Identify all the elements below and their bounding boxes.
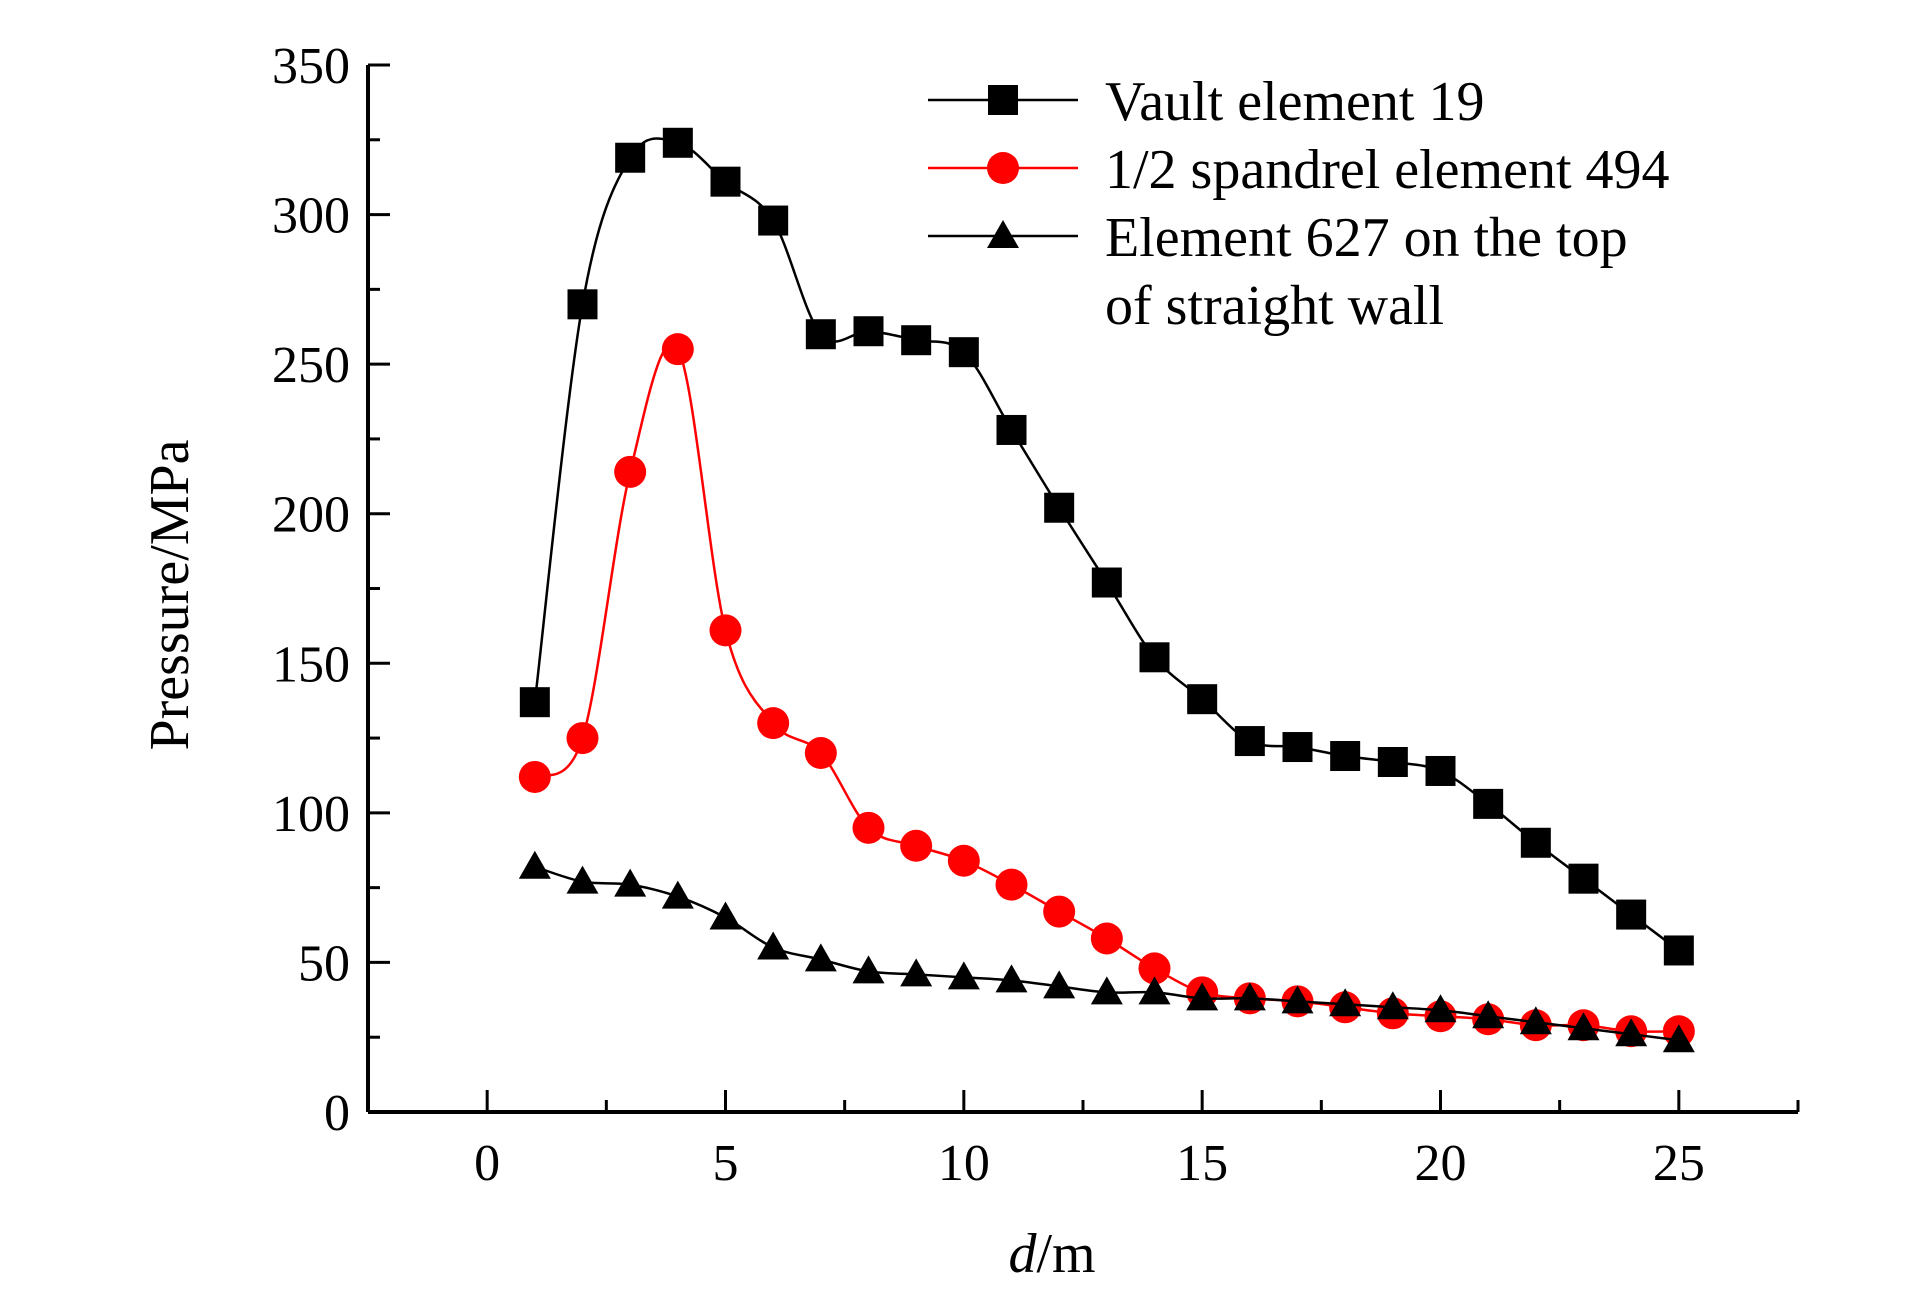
- data-point-circle: [757, 707, 790, 740]
- data-point-square: [1616, 899, 1647, 930]
- data-point-triangle: [1138, 976, 1171, 1005]
- data-point-triangle: [709, 901, 742, 930]
- legend-label: Vault element 19: [1105, 71, 1484, 133]
- data-point-circle: [1043, 895, 1076, 928]
- x-tick-label: 15: [1176, 1135, 1228, 1192]
- data-point-circle: [804, 737, 837, 770]
- data-point-square: [1330, 741, 1361, 772]
- y-tick-label: 150: [272, 636, 350, 693]
- x-axis-label-variable: d: [1008, 1223, 1037, 1285]
- data-point-square: [1520, 827, 1551, 858]
- legend-label: 1/2 spandrel element 494: [1105, 139, 1670, 201]
- data-point-triangle: [1662, 1024, 1695, 1053]
- data-point-square: [1091, 567, 1122, 598]
- data-point-square: [1663, 935, 1694, 966]
- y-axis-label: Pressure/MPa: [139, 439, 201, 750]
- data-point-triangle: [1376, 991, 1409, 1020]
- series-circle: [518, 333, 1695, 1048]
- data-point-square: [662, 127, 693, 158]
- data-point-circle: [1090, 922, 1123, 955]
- series-triangle: [518, 850, 1695, 1053]
- data-point-circle: [661, 333, 694, 366]
- data-point-square: [1425, 755, 1456, 786]
- series-square: [519, 127, 1694, 966]
- data-point-triangle: [804, 943, 837, 972]
- x-tick-label: 20: [1415, 1135, 1467, 1192]
- data-point-square: [853, 316, 884, 347]
- legend-label: Element 627 on the top: [1105, 207, 1628, 269]
- data-point-square: [1234, 726, 1265, 757]
- data-point-triangle: [518, 850, 551, 879]
- data-point-triangle: [900, 958, 933, 987]
- data-point-square: [1139, 642, 1170, 673]
- data-point-circle: [709, 614, 742, 647]
- data-point-triangle: [1329, 988, 1362, 1017]
- data-point-square: [567, 289, 598, 320]
- data-point-triangle: [614, 868, 647, 897]
- data-point-square: [1377, 747, 1408, 778]
- data-point-triangle: [852, 955, 885, 984]
- data-point-square: [1568, 863, 1599, 894]
- x-tick-label: 5: [713, 1135, 739, 1192]
- series-layer: [518, 127, 1695, 1053]
- data-point-triangle: [1519, 1006, 1552, 1035]
- legend-marker: [988, 85, 1018, 115]
- y-tick-label: 50: [298, 935, 350, 992]
- data-point-square: [1044, 492, 1075, 523]
- data-point-circle: [614, 455, 647, 488]
- data-point-triangle: [1281, 985, 1314, 1014]
- legend-label: of straight wall: [1105, 275, 1444, 337]
- data-point-triangle: [566, 865, 599, 894]
- data-point-square: [901, 325, 932, 356]
- data-point-circle: [566, 722, 599, 755]
- data-point-circle: [947, 844, 980, 877]
- data-point-square: [1282, 732, 1313, 763]
- y-tick-label: 250: [272, 337, 350, 394]
- data-point-square: [758, 205, 789, 236]
- x-tick-label: 10: [938, 1135, 990, 1192]
- data-point-circle: [995, 868, 1028, 901]
- data-point-triangle: [1090, 976, 1123, 1005]
- y-tick-label: 100: [272, 786, 350, 843]
- data-point-triangle: [1043, 970, 1076, 999]
- data-point-circle: [900, 829, 933, 862]
- data-point-triangle: [947, 961, 980, 990]
- x-tick-label: 25: [1653, 1135, 1705, 1192]
- x-axis-label: d/m: [1008, 1223, 1095, 1285]
- data-point-triangle: [1186, 982, 1219, 1011]
- data-point-square: [1473, 788, 1504, 819]
- legend-marker: [987, 152, 1019, 184]
- data-point-square: [615, 142, 646, 173]
- data-point-triangle: [1424, 994, 1457, 1023]
- y-tick-label: 0: [324, 1085, 350, 1142]
- data-point-triangle: [995, 964, 1028, 993]
- data-point-square: [996, 414, 1027, 445]
- data-point-square: [805, 319, 836, 350]
- data-point-triangle: [1567, 1012, 1600, 1041]
- x-axis-label-unit: /m: [1036, 1223, 1095, 1285]
- y-tick-label: 350: [272, 38, 350, 95]
- legend: Vault element 191/2 spandrel element 494…: [928, 71, 1670, 337]
- data-point-square: [1187, 684, 1218, 715]
- x-tick-label: 0: [474, 1135, 500, 1192]
- data-point-circle: [518, 760, 551, 793]
- data-point-triangle: [661, 880, 694, 909]
- data-point-circle: [852, 811, 885, 844]
- data-point-triangle: [1472, 1000, 1505, 1029]
- y-tick-label: 300: [272, 188, 350, 245]
- y-tick-label: 200: [272, 487, 350, 544]
- data-point-square: [948, 337, 979, 368]
- data-point-triangle: [1233, 982, 1266, 1011]
- data-point-square: [519, 687, 550, 718]
- data-point-triangle: [757, 931, 790, 960]
- data-point-circle: [1138, 952, 1171, 985]
- legend-marker: [987, 220, 1019, 248]
- data-point-triangle: [1615, 1018, 1648, 1047]
- data-point-square: [710, 166, 741, 197]
